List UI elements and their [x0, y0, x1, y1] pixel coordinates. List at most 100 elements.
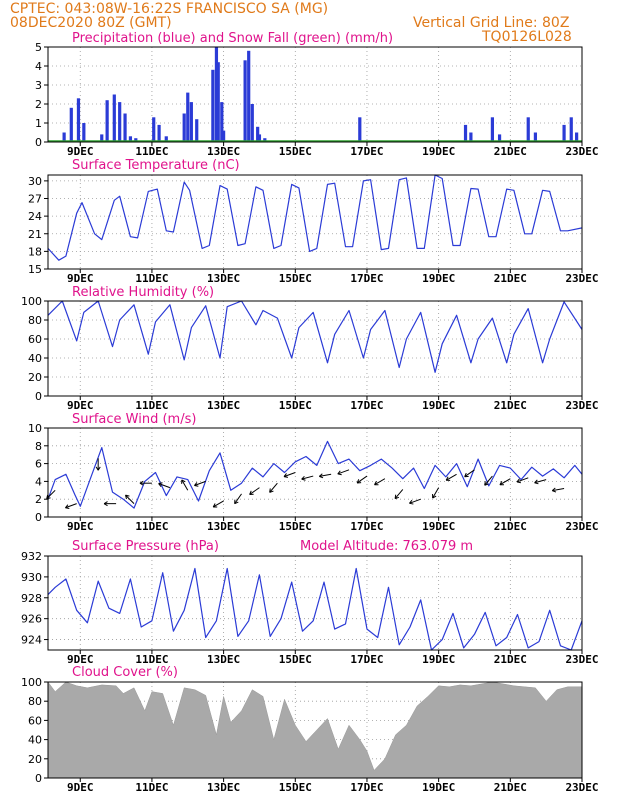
y-tick-label: 932	[21, 550, 42, 563]
wind-arrow-head	[139, 480, 144, 486]
y-tick-label: 4	[35, 60, 42, 73]
wind-arrow	[516, 477, 529, 483]
x-tick-label: 9DEC	[67, 145, 94, 158]
wind-arrow-head	[194, 482, 199, 487]
y-tick-label: 40	[28, 352, 42, 365]
x-tick-label: 9DEC	[67, 272, 94, 285]
precip-bar	[157, 124, 161, 142]
wind-arrow	[269, 482, 278, 493]
wind-arrow-head	[46, 494, 51, 500]
x-tick-label: 23DEC	[565, 145, 598, 158]
wind-arrow-head	[269, 488, 274, 493]
precip-bar	[469, 132, 473, 142]
x-tick-label: 21DEC	[494, 520, 527, 533]
wind-arrow	[283, 472, 296, 478]
wind-frame	[47, 427, 583, 518]
x-tick-label: 17DEC	[350, 272, 383, 285]
temp-frame	[47, 174, 583, 270]
x-tick-label: 9DEC	[67, 520, 94, 533]
x-tick-label: 11DEC	[135, 653, 168, 666]
x-tick-label: 9DEC	[67, 781, 94, 794]
wind-arrow	[46, 489, 56, 500]
wind-arrow-head	[301, 475, 306, 481]
precip-bar	[222, 130, 226, 142]
x-tick-label: 19DEC	[422, 145, 455, 158]
wind-arrow-head	[551, 487, 557, 493]
y-tick-label: 30	[28, 175, 42, 188]
y-tick-label: 926	[21, 613, 42, 626]
wind-arrow-head	[516, 478, 521, 484]
y-tick-label: 20	[28, 753, 42, 766]
x-tick-label: 21DEC	[494, 399, 527, 412]
wind-arrow	[301, 475, 314, 480]
y-tick-label: 924	[21, 634, 42, 647]
y-tick-label: 930	[21, 571, 42, 584]
wind-arrow	[374, 478, 386, 486]
x-tick-label: 17DEC	[350, 653, 383, 666]
y-tick-label: 0	[35, 772, 42, 785]
precip-bar	[195, 119, 199, 142]
y-tick-label: 2	[35, 98, 42, 111]
x-tick-label: 23DEC	[565, 399, 598, 412]
x-tick-label: 15DEC	[279, 145, 312, 158]
wind-arrow-head	[484, 481, 489, 486]
wind-arrow	[337, 469, 350, 475]
precip-bar	[256, 126, 260, 142]
precip-bar	[214, 47, 219, 142]
x-tick-label: 15DEC	[279, 399, 312, 412]
precip-bar	[211, 69, 215, 142]
x-tick-label: 11DEC	[135, 520, 168, 533]
precip-bar	[82, 123, 86, 142]
x-tick-label: 21DEC	[494, 781, 527, 794]
precip-bar	[112, 94, 116, 142]
precip-bar	[76, 98, 81, 142]
cloud-area	[47, 681, 583, 779]
x-tick-label: 23DEC	[565, 272, 598, 285]
pressure-title: Surface Pressure (hPa)	[72, 539, 219, 554]
wind-arrows	[46, 458, 565, 510]
cloud-panel: 0 20 40 60 80 100 9DEC 11DEC 13DEC 15DEC 17DEC 19DE…	[21, 665, 599, 794]
x-tick-label: 17DEC	[350, 399, 383, 412]
wind-arrow-head	[409, 499, 414, 505]
precip-bar	[263, 138, 267, 142]
precip-title: Precipitation (blue) and Snow Fall (gree…	[72, 31, 393, 46]
precip-bar	[186, 92, 190, 142]
wind-arrow-head	[356, 479, 362, 484]
x-tick-label: 21DEC	[494, 145, 527, 158]
wind-arrow	[445, 473, 457, 481]
wind-arrow-head	[181, 479, 186, 484]
wind-arrow-head	[337, 470, 342, 476]
precip-bar	[247, 50, 251, 142]
wind-arrow-head	[249, 490, 254, 496]
precip-bar	[575, 132, 579, 142]
y-tick-label: 5	[35, 41, 42, 54]
temp-line	[47, 174, 583, 261]
y-tick-label: 80	[28, 314, 42, 327]
wind-arrow-head	[158, 482, 163, 487]
wind-arrow	[319, 473, 332, 477]
wind-arrow-head	[234, 499, 239, 505]
y-tick-label: 40	[28, 734, 42, 747]
precip-bar	[526, 117, 530, 142]
x-tick-label: 23DEC	[565, 653, 598, 666]
wind-arrow	[234, 493, 242, 504]
x-tick-label: 17DEC	[350, 520, 383, 533]
wind-arrow	[212, 500, 224, 508]
wind-line	[47, 440, 583, 509]
precip-bar	[490, 117, 495, 142]
x-tick-label: 11DEC	[135, 272, 168, 285]
precip-bar	[123, 113, 127, 142]
rh-panel: 0 20 40 60 80 100 9DEC 11DEC 13DEC 15DEC 17DEC 19DE…	[21, 285, 599, 412]
wind-arrow	[484, 475, 493, 486]
wind-arrow	[249, 487, 260, 495]
pressure-line	[47, 567, 583, 651]
wind-panel: 0 2 4 6 8 10 9DEC 11DEC 13DEC 15DEC 17DEC 19DEC 21DE…	[28, 412, 599, 533]
wind-arrow-head	[125, 494, 130, 500]
x-tick-label: 13DEC	[207, 653, 240, 666]
y-tick-label: 8	[35, 440, 42, 453]
wind-arrow	[499, 478, 511, 486]
x-tick-label: 9DEC	[67, 653, 94, 666]
y-tick-label: 10	[28, 422, 42, 435]
y-tick-label: 1	[35, 117, 42, 130]
